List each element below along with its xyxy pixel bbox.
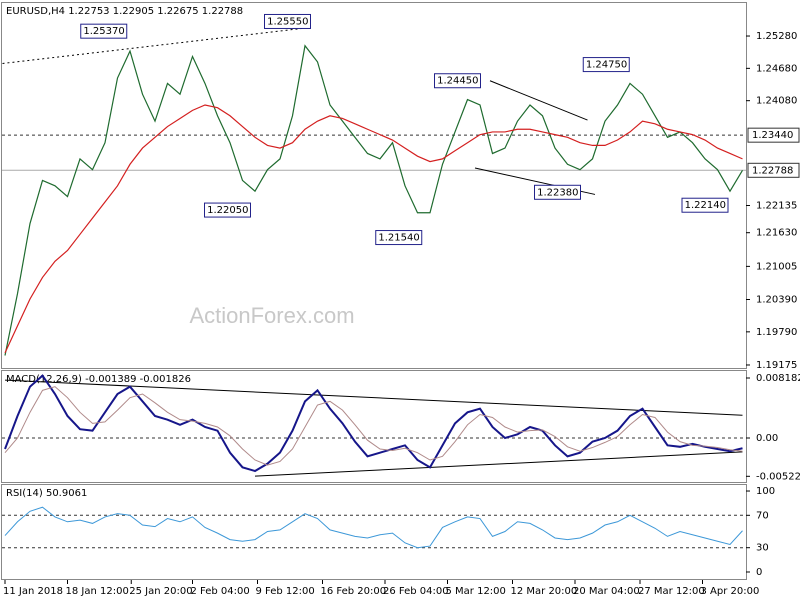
price-panel bbox=[1, 2, 747, 369]
y-tick-label: 30 bbox=[756, 543, 769, 554]
x-tick-label: 2 Feb 04:00 bbox=[191, 586, 250, 597]
annotation-box bbox=[264, 13, 311, 29]
level-label: 1.22788 bbox=[752, 165, 793, 176]
annotation-box bbox=[375, 230, 423, 246]
trend-line bbox=[2, 27, 307, 64]
x-tick-label: 16 Feb 20:00 bbox=[321, 586, 387, 597]
x-tick-label: 3 Apr 20:00 bbox=[701, 586, 760, 597]
level-box bbox=[747, 127, 800, 143]
macd-panel bbox=[1, 370, 747, 483]
x-tick-label: 5 Mar 12:00 bbox=[446, 586, 506, 597]
annotation-box bbox=[582, 57, 630, 73]
annotation-label: 1.24750 bbox=[586, 60, 627, 71]
y-tick-label: 1.20390 bbox=[756, 295, 797, 306]
y-tick-label: 1.21005 bbox=[756, 261, 797, 272]
annotation-label: 1.24450 bbox=[437, 76, 478, 87]
annotation-box bbox=[434, 73, 481, 89]
y-tick-label: 1.25280 bbox=[756, 31, 797, 42]
annotation-label: 1.25550 bbox=[267, 16, 308, 27]
series-line bbox=[4, 44, 744, 356]
annotation-label: 1.21540 bbox=[378, 233, 419, 244]
annotation-label: 1.22380 bbox=[537, 187, 578, 198]
x-tick-label: 12 Mar 20:00 bbox=[511, 586, 578, 597]
x-tick-label: 25 Jan 20:00 bbox=[129, 586, 192, 597]
trend-line bbox=[4, 379, 743, 416]
y-tick-label: 0.00 bbox=[756, 433, 778, 444]
y-tick-label: 1.19175 bbox=[756, 360, 797, 371]
series-line bbox=[4, 506, 743, 549]
annotation-box bbox=[80, 23, 128, 39]
level-label: 1.23440 bbox=[752, 130, 793, 141]
series-line bbox=[4, 374, 743, 473]
rsi-panel bbox=[1, 484, 747, 580]
y-tick-label: 1.24080 bbox=[756, 96, 797, 107]
y-tick-label: 0.008182 bbox=[756, 373, 800, 384]
y-tick-label: 100 bbox=[756, 486, 775, 497]
annotation-box bbox=[204, 202, 251, 218]
rsi-title: RSI(14) 50.9061 bbox=[6, 488, 87, 499]
x-tick-label: 9 Feb 12:00 bbox=[256, 586, 315, 597]
level-box bbox=[747, 162, 800, 178]
x-tick-label: 26 Feb 04:00 bbox=[383, 586, 449, 597]
series-line bbox=[4, 386, 743, 466]
annotation-box bbox=[534, 184, 581, 200]
series-line bbox=[4, 104, 743, 354]
y-tick-label: 1.19790 bbox=[756, 327, 797, 338]
y-tick-label: 70 bbox=[756, 510, 769, 521]
watermark: ActionForex.com bbox=[189, 303, 354, 328]
x-tick-label: 11 Jan 2018 bbox=[3, 586, 63, 597]
trend-line bbox=[489, 80, 588, 121]
macd-title: MACD(12,26,9) -0.001389 -0.001826 bbox=[6, 374, 191, 385]
annotation-label: 1.25370 bbox=[83, 26, 124, 37]
annotation-box bbox=[681, 197, 729, 213]
x-tick-label: 27 Mar 12:00 bbox=[638, 586, 705, 597]
trend-line bbox=[254, 451, 743, 477]
chart-title: EURUSD,H4 1.22753 1.22905 1.22675 1.2278… bbox=[6, 6, 243, 17]
y-tick-label: 0 bbox=[756, 567, 762, 578]
x-tick-label: 20 Mar 04:00 bbox=[573, 586, 640, 597]
x-tick-label: 18 Jan 12:00 bbox=[66, 586, 129, 597]
y-tick-label: 1.21630 bbox=[756, 228, 797, 239]
y-tick-label: 1.22135 bbox=[756, 200, 797, 211]
annotation-label: 1.22050 bbox=[207, 205, 248, 216]
y-tick-label: -0.005223 bbox=[756, 471, 800, 482]
y-tick-label: 1.24680 bbox=[756, 63, 797, 74]
annotation-label: 1.22140 bbox=[685, 200, 726, 211]
